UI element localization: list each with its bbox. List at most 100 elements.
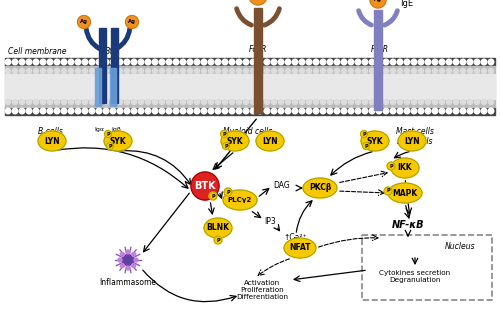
Circle shape — [126, 266, 130, 270]
Circle shape — [328, 100, 332, 105]
Circle shape — [286, 100, 290, 105]
Circle shape — [104, 131, 112, 137]
Circle shape — [292, 100, 298, 105]
Circle shape — [48, 69, 52, 74]
Circle shape — [126, 250, 130, 254]
Circle shape — [376, 100, 382, 105]
Circle shape — [300, 69, 304, 74]
Circle shape — [426, 100, 430, 105]
Circle shape — [369, 59, 375, 65]
Circle shape — [454, 100, 458, 105]
Circle shape — [264, 108, 270, 114]
Circle shape — [216, 100, 220, 105]
Circle shape — [138, 100, 143, 105]
Circle shape — [243, 59, 249, 65]
Circle shape — [278, 69, 283, 74]
Circle shape — [230, 100, 234, 105]
Circle shape — [174, 100, 178, 105]
Ellipse shape — [223, 190, 257, 210]
Circle shape — [124, 59, 130, 65]
Circle shape — [19, 59, 25, 65]
Circle shape — [334, 69, 340, 74]
Circle shape — [12, 100, 18, 105]
Circle shape — [299, 108, 305, 114]
Circle shape — [96, 100, 102, 105]
Circle shape — [432, 69, 438, 74]
Circle shape — [285, 108, 291, 114]
Circle shape — [194, 100, 200, 105]
Circle shape — [446, 108, 452, 114]
Circle shape — [124, 108, 130, 114]
Circle shape — [54, 69, 60, 74]
Text: SYK: SYK — [226, 136, 244, 146]
Text: BTK: BTK — [194, 181, 216, 191]
Circle shape — [75, 108, 81, 114]
Circle shape — [258, 69, 262, 74]
Circle shape — [62, 69, 66, 74]
Circle shape — [68, 100, 73, 105]
Circle shape — [440, 69, 444, 74]
Text: SYK: SYK — [110, 136, 126, 146]
Circle shape — [180, 59, 186, 65]
Circle shape — [78, 16, 90, 28]
Circle shape — [138, 108, 144, 114]
Circle shape — [446, 100, 452, 105]
Circle shape — [208, 108, 214, 114]
Circle shape — [132, 69, 136, 74]
Circle shape — [82, 69, 87, 74]
Circle shape — [327, 59, 333, 65]
Text: P: P — [216, 238, 220, 243]
Circle shape — [26, 69, 32, 74]
Circle shape — [47, 108, 53, 114]
Circle shape — [110, 59, 116, 65]
Circle shape — [159, 108, 165, 114]
Circle shape — [34, 100, 38, 105]
Circle shape — [61, 108, 67, 114]
Text: Mast cells
Basophils: Mast cells Basophils — [396, 127, 434, 146]
Circle shape — [348, 59, 354, 65]
Circle shape — [264, 100, 270, 105]
Circle shape — [481, 59, 487, 65]
Circle shape — [432, 59, 438, 65]
Circle shape — [166, 69, 172, 74]
Circle shape — [446, 69, 452, 74]
Circle shape — [348, 108, 354, 114]
Circle shape — [299, 59, 305, 65]
Circle shape — [152, 100, 158, 105]
Circle shape — [152, 108, 158, 114]
Circle shape — [222, 69, 228, 74]
Circle shape — [124, 69, 130, 74]
Circle shape — [76, 100, 80, 105]
Ellipse shape — [398, 131, 426, 151]
Ellipse shape — [303, 178, 337, 198]
Circle shape — [132, 100, 136, 105]
Circle shape — [40, 108, 46, 114]
Circle shape — [201, 108, 207, 114]
Circle shape — [313, 108, 319, 114]
Circle shape — [474, 100, 480, 105]
Circle shape — [222, 108, 228, 114]
Circle shape — [110, 100, 116, 105]
Circle shape — [250, 100, 256, 105]
Circle shape — [474, 108, 480, 114]
Circle shape — [488, 59, 494, 65]
Circle shape — [68, 69, 73, 74]
Circle shape — [341, 59, 347, 65]
Circle shape — [334, 100, 340, 105]
Ellipse shape — [391, 158, 419, 178]
Circle shape — [54, 100, 60, 105]
Circle shape — [216, 69, 220, 74]
Circle shape — [439, 108, 445, 114]
Circle shape — [33, 59, 39, 65]
Ellipse shape — [104, 131, 132, 151]
Circle shape — [222, 59, 228, 65]
Circle shape — [397, 59, 403, 65]
Circle shape — [236, 59, 242, 65]
Circle shape — [166, 108, 172, 114]
Circle shape — [412, 69, 416, 74]
Circle shape — [467, 108, 473, 114]
Ellipse shape — [284, 238, 316, 258]
Circle shape — [194, 59, 200, 65]
Circle shape — [383, 59, 389, 65]
Circle shape — [5, 108, 11, 114]
